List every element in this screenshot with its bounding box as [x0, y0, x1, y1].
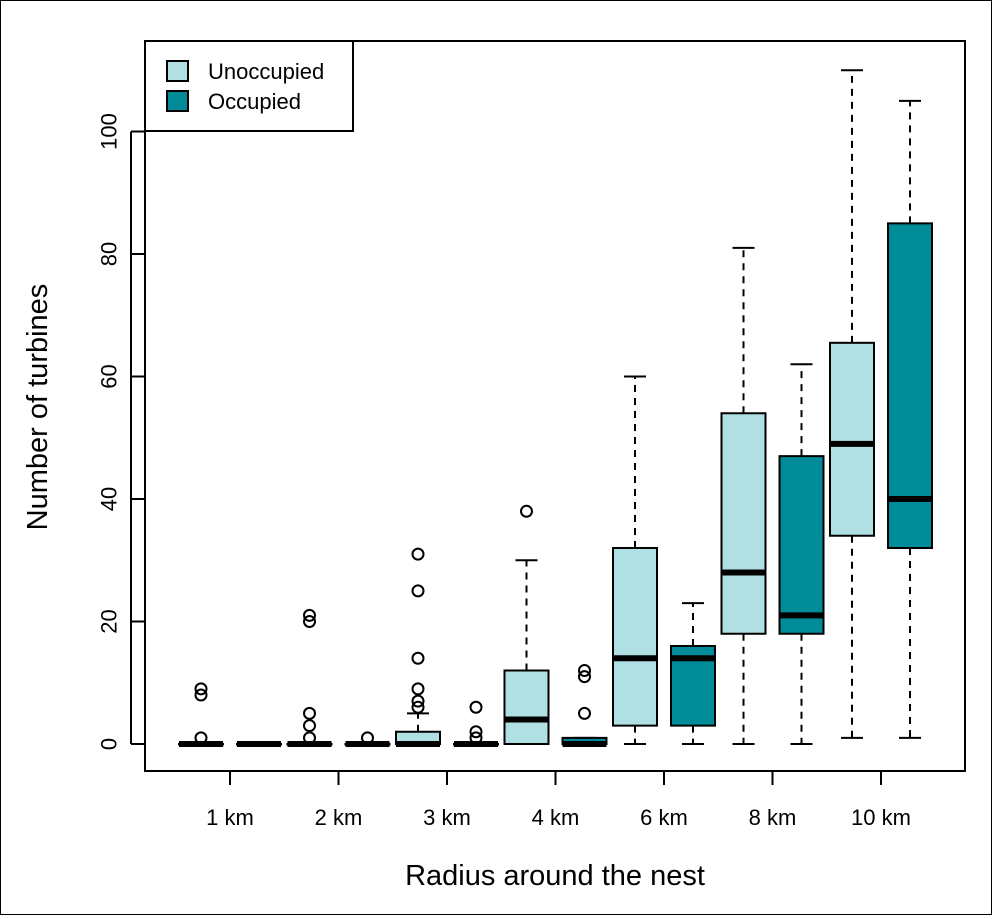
- box: [503, 669, 550, 745]
- outlier-point: [469, 700, 483, 714]
- outlier-point: [194, 731, 208, 745]
- y-axis-title: Number of turbines: [22, 284, 54, 531]
- outlier-point: [194, 682, 208, 696]
- outlier-point: [303, 608, 316, 622]
- outlier-point: [469, 725, 483, 739]
- legend-label: Unoccupied: [208, 59, 324, 84]
- legend-swatch: [166, 60, 189, 82]
- outlier-point: [469, 731, 483, 745]
- outlier-point: [361, 731, 374, 745]
- y-tick-label: 0: [97, 738, 122, 750]
- box: [612, 547, 658, 727]
- y-tick-label: 80: [97, 242, 122, 266]
- legend-box: [144, 40, 354, 132]
- y-tick-label: 60: [97, 364, 122, 388]
- outlier-point: [194, 688, 208, 702]
- outlier-point: [303, 706, 316, 720]
- box: [829, 341, 875, 537]
- x-axis-title: Radius around the nest: [405, 860, 705, 892]
- legend-swatch: [166, 90, 189, 112]
- plot-layer: 0 20 40 60 80 100 1 km 2 km 3 km 4 km 6 km 8 km 10 k…: [97, 40, 966, 830]
- outlier-point: [578, 670, 591, 684]
- x-tick-label: 1 km: [206, 805, 254, 830]
- outlier-point: [578, 706, 591, 720]
- outlier-point: [411, 547, 425, 561]
- outlier-point: [411, 694, 425, 708]
- x-tick-label: 6 km: [640, 805, 688, 830]
- outlier-point: [411, 700, 425, 714]
- legend-label: Occupied: [208, 89, 301, 114]
- box: [887, 222, 933, 549]
- outlier-point: [578, 664, 591, 677]
- outlier-point: [411, 651, 425, 665]
- outlier-point: [411, 584, 425, 598]
- x-tick-label: 4 km: [532, 805, 580, 830]
- y-tick-label: 20: [97, 609, 122, 633]
- legend: Unoccupied Occupied: [144, 40, 354, 132]
- outlier-point: [303, 719, 316, 733]
- box: [720, 412, 767, 635]
- y-tick-label: 40: [97, 487, 122, 511]
- outlier-point: [303, 731, 316, 745]
- box: [778, 455, 825, 635]
- outlier-point: [303, 615, 316, 628]
- x-tick-label: 2 km: [315, 805, 363, 830]
- x-tick-label: 3 km: [423, 805, 471, 830]
- x-tick-label: 8 km: [749, 805, 797, 830]
- x-tick-label: 10 km: [851, 805, 911, 830]
- outlier-point: [411, 682, 425, 696]
- y-tick-label: 100: [97, 113, 122, 150]
- outlier-point: [520, 504, 533, 518]
